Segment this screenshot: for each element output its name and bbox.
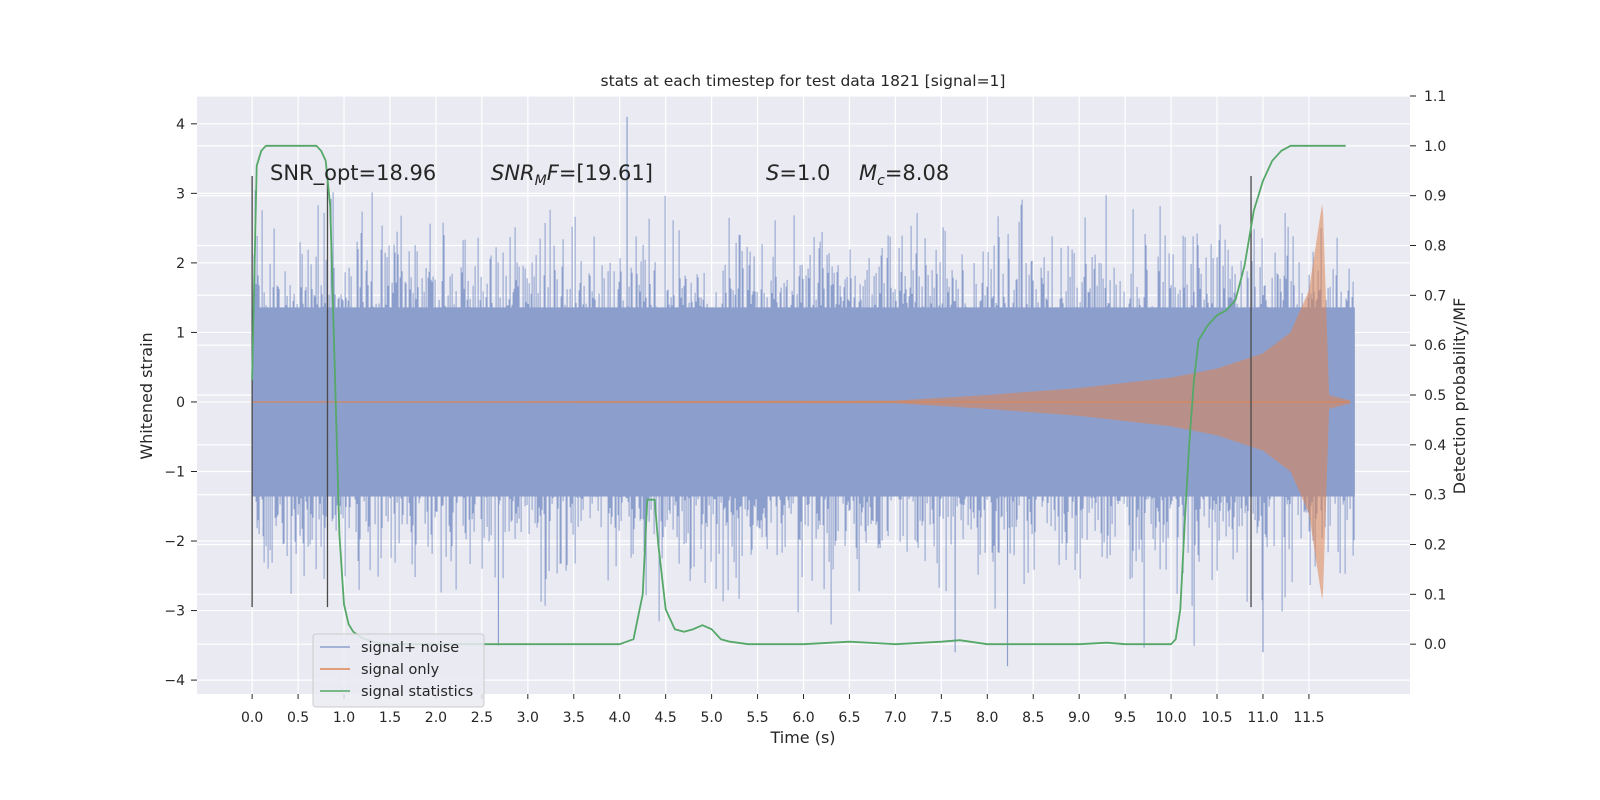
y-tick-label: 0 <box>176 395 185 411</box>
annotation-snr-mf-var: SNR <box>491 161 535 185</box>
x-tick-label: 2.0 <box>425 710 447 726</box>
x-tick-label: 9.5 <box>1114 710 1136 726</box>
x-tick-label: 7.5 <box>930 710 952 726</box>
y2-tick-label: 0.3 <box>1424 488 1446 504</box>
annotation-s-value: =1.0 <box>779 161 830 185</box>
x-tick-label: 6.5 <box>838 710 860 726</box>
y2-tick-label: 0.0 <box>1424 637 1446 653</box>
x-tick-label: 5.5 <box>746 710 768 726</box>
annotation-s-var: S <box>766 161 779 185</box>
y-tick-label: −4 <box>164 673 185 689</box>
y-tick-label: −1 <box>164 464 185 480</box>
x-tick-label: 2.5 <box>471 710 493 726</box>
x-tick-label: 3.5 <box>563 710 585 726</box>
y2-tick-label: 0.8 <box>1424 239 1446 255</box>
annotation-mc: Mc=8.08 <box>859 161 949 189</box>
annotation-mc-value: =8.08 <box>885 161 949 185</box>
annotation-snr-opt: SNR_opt=18.96 <box>270 161 436 186</box>
x-tick-label: 5.0 <box>700 710 722 726</box>
y-tick-label: −2 <box>164 534 185 550</box>
y-tick-label: 1 <box>176 325 185 341</box>
y2-tick-label: 0.5 <box>1424 388 1446 404</box>
x-tick-label: 10.0 <box>1155 710 1186 726</box>
y2-tick-label: 0.6 <box>1424 338 1446 354</box>
statistics-line <box>251 144 1346 646</box>
y2-tick-label: 1.1 <box>1424 89 1446 105</box>
legend-box <box>312 633 485 708</box>
x-tick-label: 7.0 <box>884 710 906 726</box>
series-signal-statistics <box>251 144 1346 646</box>
x-tick-label: 11.5 <box>1293 710 1324 726</box>
y2-tick-label: 0.4 <box>1424 438 1446 454</box>
y2-tick-label: 1.0 <box>1424 139 1446 155</box>
y-axis-ticks: 4 3 2 1 0 −1 −2 −3 −4 <box>164 117 197 689</box>
x-tick-label: 9.0 <box>1068 710 1090 726</box>
y2-tick-label: 0.7 <box>1424 288 1446 304</box>
legend-label-signal-statistics: signal statistics <box>361 684 473 700</box>
x-tick-label: 4.0 <box>609 710 631 726</box>
y-tick-label: 3 <box>176 186 185 202</box>
y-tick-label: 2 <box>176 256 185 272</box>
vertical-markers <box>251 175 1252 608</box>
legend-label-signal-plus-noise: signal+ noise <box>361 640 459 656</box>
annotation-snr-mf-value: =[19.61] <box>559 161 653 185</box>
x-tick-label: 11.0 <box>1247 710 1278 726</box>
y-tick-label: −3 <box>164 604 185 620</box>
series-signal-only <box>252 204 1351 600</box>
x-tick-label: 8.5 <box>1022 710 1044 726</box>
x-tick-label: 1.0 <box>333 710 355 726</box>
x-tick-label: 3.0 <box>517 710 539 726</box>
annotation-snr-mf-suffix: F <box>547 161 560 185</box>
annotation-snr-mf: SNRMF=[19.61] <box>491 161 653 189</box>
y2-axis-label: Detection probability/MF <box>1450 298 1469 495</box>
y2-tick-label: 0.2 <box>1424 538 1446 554</box>
annotation-mc-sub: c <box>877 173 885 189</box>
x-tick-label: 4.5 <box>655 710 677 726</box>
annotations: SNR_opt=18.96 SNRMF=[19.61] S=1.0 Mc=8.0… <box>270 161 949 189</box>
annotation-s: S=1.0 <box>766 161 830 185</box>
x-axis-label: Time (s) <box>769 728 835 747</box>
y2-tick-label: 0.9 <box>1424 189 1446 205</box>
annotation-mc-var: M <box>859 161 877 185</box>
x-tick-label: 0.5 <box>287 710 309 726</box>
y2-tick-label: 0.1 <box>1424 587 1446 603</box>
annotation-snr-mf-sub: M <box>535 173 547 189</box>
legend: signal+ noise signal only signal statist… <box>312 633 485 708</box>
y-tick-label: 4 <box>176 117 185 133</box>
legend-label-signal-only: signal only <box>361 662 440 678</box>
x-tick-label: 10.5 <box>1201 710 1232 726</box>
x-tick-label: 0.0 <box>241 710 263 726</box>
x-tick-label: 6.0 <box>792 710 814 726</box>
x-tick-label: 1.5 <box>379 710 401 726</box>
x-tick-label: 8.0 <box>976 710 998 726</box>
x-axis-ticks: 0.0 0.5 1.0 1.5 2.0 2.5 3.0 3.5 4.0 4.5 5.0 5.5 6.0 6… <box>241 694 1325 726</box>
chart-title: stats at each timestep for test data 182… <box>601 72 1006 90</box>
y2-axis-ticks: 1.1 1.0 0.9 0.8 0.7 0.6 0.5 0.4 0.3 0.2 0.1 0.0 <box>1410 89 1446 653</box>
y-axis-label: Whitened strain <box>137 332 156 459</box>
